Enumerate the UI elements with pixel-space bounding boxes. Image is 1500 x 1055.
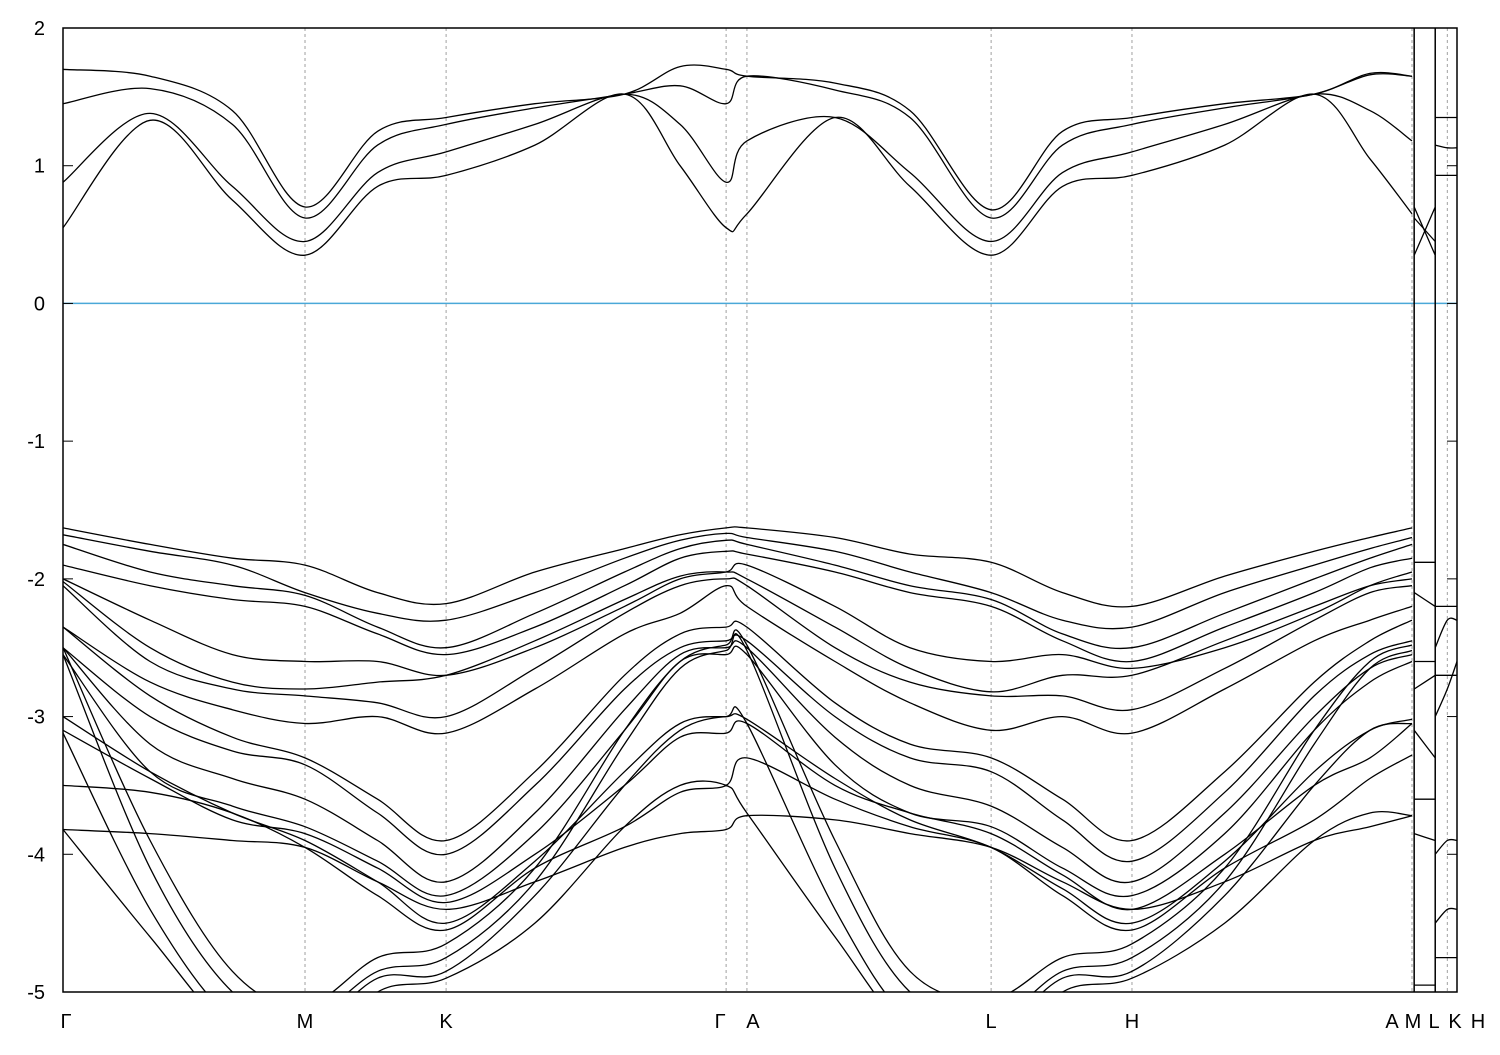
bands — [63, 64, 1457, 992]
band-line — [63, 640, 1413, 884]
y-tick-label: 2 — [34, 18, 45, 40]
band-line — [1434, 907, 1457, 924]
y-tick-label: 0 — [34, 293, 45, 315]
band-line — [63, 619, 1413, 842]
band-line — [1413, 674, 1436, 690]
x-tick-label: K — [439, 1011, 453, 1033]
band-line — [1413, 832, 1436, 842]
x-tick-label: K — [1448, 1011, 1462, 1033]
band-line — [1413, 217, 1436, 242]
band-line — [63, 532, 1413, 630]
y-tick-label: -4 — [27, 844, 45, 866]
y-tick-label: 1 — [34, 156, 45, 178]
band-line — [1434, 617, 1457, 648]
plot-frame — [62, 27, 1458, 993]
band-line — [1434, 838, 1457, 855]
band-line — [63, 562, 1413, 677]
x-tick-label: M — [1405, 1011, 1422, 1033]
band-line — [1413, 206, 1436, 256]
band-line — [63, 633, 1413, 992]
band-line — [63, 539, 1413, 650]
band-line — [63, 73, 1413, 219]
band-line — [63, 713, 1413, 925]
y-tick-label: -2 — [27, 569, 45, 591]
x-tick-label: M — [297, 1011, 314, 1033]
band-line — [1435, 144, 1457, 149]
grid-lines — [62, 28, 1458, 992]
band-line — [63, 577, 1413, 719]
axes — [62, 27, 1458, 993]
band-line — [63, 571, 1413, 693]
band-line — [63, 550, 1413, 663]
band-line — [1413, 729, 1436, 759]
x-tick-label: A — [1385, 1011, 1399, 1033]
x-tick-label: L — [986, 1011, 997, 1033]
x-tick-label: Γ — [715, 1011, 726, 1033]
band-line — [63, 64, 1413, 211]
band-line — [63, 93, 1413, 256]
band-line — [63, 629, 1413, 992]
band-line — [63, 814, 1413, 911]
band-line — [63, 754, 1413, 932]
y-tick-labels: -5 -4 -3 -2 -1 0 1 2 — [27, 18, 1457, 1004]
band-line — [63, 645, 1413, 898]
x-tick-label: H — [1471, 1011, 1485, 1033]
x-tick-label: H — [1125, 1011, 1139, 1033]
band-line — [63, 526, 1413, 608]
band-line — [63, 585, 1413, 735]
band-line — [1413, 592, 1436, 607]
y-tick-label: -1 — [27, 431, 45, 453]
x-tick-label: A — [746, 1011, 760, 1033]
band-line — [63, 780, 1413, 992]
y-tick-label: -3 — [27, 707, 45, 729]
y-tick-label: -5 — [27, 982, 45, 1004]
x-tick-label: Γ — [60, 1011, 71, 1033]
band-line — [63, 720, 1413, 911]
band-line — [63, 706, 1413, 992]
band-line — [63, 93, 1413, 243]
x-tick-label: L — [1428, 1011, 1439, 1033]
band-line — [1434, 661, 1457, 717]
